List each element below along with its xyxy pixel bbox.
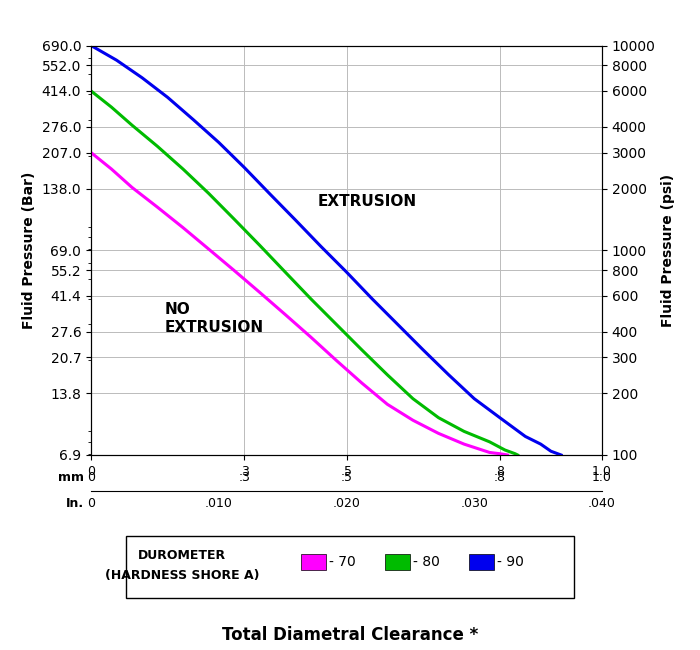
Text: (HARDNESS SHORE A): (HARDNESS SHORE A) [105, 569, 259, 582]
Text: In.: In. [66, 497, 84, 510]
Text: mm: mm [58, 471, 84, 484]
Text: .030: .030 [461, 497, 488, 510]
Text: .8: .8 [494, 471, 506, 484]
Text: 0: 0 [87, 497, 95, 510]
Text: .040: .040 [588, 497, 616, 510]
Text: NO
EXTRUSION: NO EXTRUSION [165, 302, 264, 335]
Text: 0: 0 [87, 471, 95, 484]
Y-axis label: Fluid Pressure (psi): Fluid Pressure (psi) [662, 174, 676, 327]
Y-axis label: Fluid Pressure (Bar): Fluid Pressure (Bar) [22, 172, 36, 329]
Text: .3: .3 [239, 471, 250, 484]
Text: - 90: - 90 [497, 555, 524, 569]
Text: DUROMETER: DUROMETER [138, 549, 226, 562]
Text: - 80: - 80 [413, 555, 440, 569]
Text: Total Diametral Clearance *: Total Diametral Clearance * [222, 625, 478, 644]
Text: .010: .010 [205, 497, 232, 510]
Text: 1.0: 1.0 [592, 471, 612, 484]
Text: - 70: - 70 [329, 555, 356, 569]
Text: .020: .020 [332, 497, 360, 510]
Text: EXTRUSION: EXTRUSION [317, 194, 416, 209]
Text: .5: .5 [340, 471, 353, 484]
